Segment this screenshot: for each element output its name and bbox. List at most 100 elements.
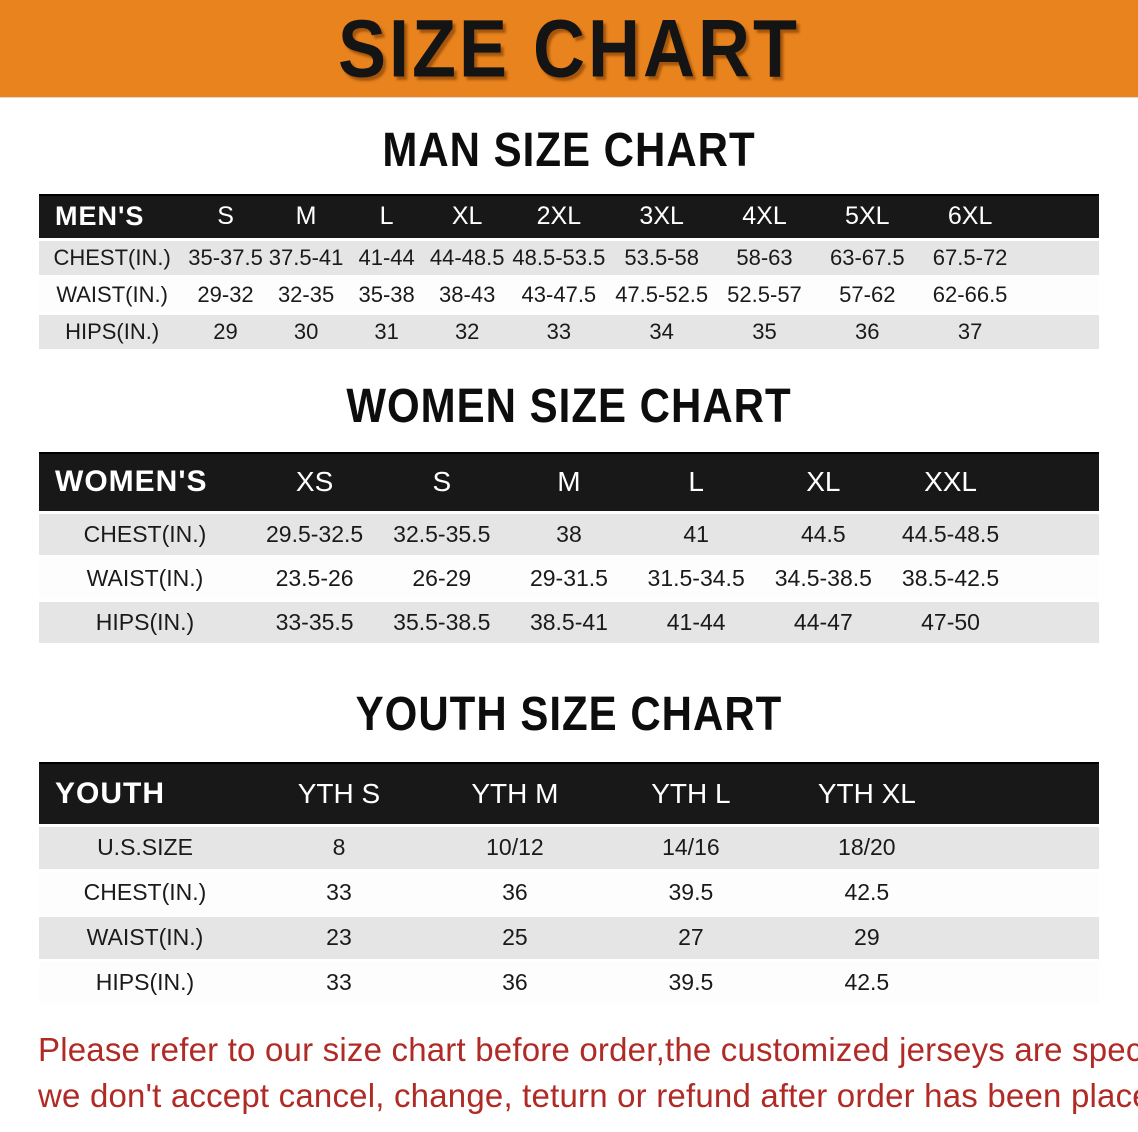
size-value-cell: 53.5-58 [610,239,714,278]
size-value-cell: 37.5-41 [265,239,347,278]
size-value-cell: 43-47.5 [507,276,611,315]
size-column-header: S [185,194,266,241]
size-value-cell: 52.5-57 [713,276,816,315]
size-value-cell: 37 [918,313,1022,352]
size-value-cell: 39.5 [602,960,779,1007]
header-spacer-cell [954,762,1099,827]
table-row: HIPS(IN.) 29 30 31 32 33 34 35 36 37 [39,313,1099,352]
size-value-cell: 31.5-34.5 [632,556,760,602]
size-value-cell: 38-43 [426,276,508,315]
disclaimer: Please refer to our size chart before or… [38,1027,1138,1121]
row-spacer-cell [954,960,1099,1007]
table-header-row: WOMEN'S XS S M L XL XXL [39,451,1099,514]
size-value-cell: 23 [251,915,427,962]
size-value-cell: 14/16 [602,825,779,872]
size-value-cell: 42.5 [778,960,955,1007]
size-value-cell: 27 [602,915,779,962]
size-value-cell: 58-63 [713,239,816,278]
size-value-cell: 8 [251,825,427,872]
row-label: HIPS(IN.) [39,600,251,646]
row-spacer-cell [1021,313,1099,352]
table-title: YOUTH [39,762,251,827]
size-column-header: 6XL [918,194,1022,241]
header-spacer-cell [1014,451,1099,514]
banner: SIZE CHART [0,0,1138,98]
table-row: CHEST(IN.) 29.5-32.5 32.5-35.5 38 41 44.5 44.5… [39,512,1099,558]
row-label: CHEST(IN.) [39,870,251,917]
size-value-cell: 23.5-26 [251,556,379,602]
size-value-cell: 35 [713,313,816,352]
women-size-table: WOMEN'S XS S M L XL XXL CHEST(IN.) 29.5-32.5 32.5… [39,451,1099,646]
row-spacer-cell [1021,239,1099,278]
table-title: MEN'S [39,194,186,241]
size-column-header: 3XL [610,194,714,241]
youth-size-table: YOUTH YTH S YTH M YTH L YTH XL U.S.SIZE 8 10/12… [39,762,1099,1007]
size-value-cell: 62-66.5 [918,276,1022,315]
table-row: CHEST(IN.) 35-37.5 37.5-41 41-44 44-48.5 48.5… [39,239,1099,278]
size-value-cell: 29-31.5 [505,556,633,602]
men-size-table: MEN'S S M L XL 2XL 3XL 4XL 5XL 6XL CHEST(IN.) 35-37… [39,194,1099,352]
row-label: CHEST(IN.) [39,239,186,278]
table-row: HIPS(IN.) 33-35.5 35.5-38.5 38.5-41 41-44 44-… [39,600,1099,646]
size-value-cell: 32-35 [265,276,347,315]
size-value-cell: 41-44 [346,239,427,278]
size-value-cell: 44-47 [759,600,887,646]
table-title: WOMEN'S [39,451,251,514]
row-label: HIPS(IN.) [39,960,251,1007]
size-value-cell: 48.5-53.5 [507,239,611,278]
row-label: HIPS(IN.) [39,313,186,352]
row-spacer-cell [1014,556,1099,602]
size-value-cell: 33 [251,870,427,917]
size-column-header: YTH L [602,762,779,827]
size-value-cell: 39.5 [602,870,779,917]
table-row: U.S.SIZE 8 10/12 14/16 18/20 [39,825,1099,872]
size-value-cell: 10/12 [426,825,603,872]
row-spacer-cell [1021,276,1099,315]
size-value-cell: 36 [426,960,603,1007]
women-size-section: WOMEN SIZE CHART WOMEN'S XS S M L XL XXL CHEST(… [0,378,1138,646]
size-value-cell: 38 [505,512,633,558]
disclaimer-line-2: we don't accept cancel, change, teturn o… [38,1077,1138,1115]
size-value-cell: 29-32 [185,276,266,315]
size-value-cell: 44.5-48.5 [886,512,1015,558]
table-row: WAIST(IN.) 23 25 27 29 [39,915,1099,962]
banner-title: SIZE CHART [338,2,800,95]
table-row: WAIST(IN.) 29-32 32-35 35-38 38-43 43-47.5 47.… [39,276,1099,315]
size-value-cell: 33 [507,313,611,352]
size-column-header: L [632,451,760,514]
table-row: WAIST(IN.) 23.5-26 26-29 29-31.5 31.5-34.5 34… [39,556,1099,602]
size-value-cell: 35-37.5 [185,239,266,278]
size-column-header: 4XL [713,194,816,241]
youth-section-heading-text: YOUTH SIZE CHART [355,686,783,741]
size-value-cell: 26-29 [378,556,506,602]
size-value-cell: 34.5-38.5 [759,556,887,602]
row-label: WAIST(IN.) [39,915,251,962]
size-value-cell: 35.5-38.5 [378,600,506,646]
size-value-cell: 32 [426,313,508,352]
size-value-cell: 36 [426,870,603,917]
row-spacer-cell [954,915,1099,962]
size-value-cell: 30 [265,313,347,352]
size-column-header: YTH M [426,762,603,827]
size-column-header: 5XL [815,194,919,241]
row-label: WAIST(IN.) [39,276,186,315]
size-value-cell: 47.5-52.5 [610,276,714,315]
size-value-cell: 44.5 [759,512,887,558]
size-value-cell: 57-62 [815,276,919,315]
row-spacer-cell [1014,600,1099,646]
size-column-header: XL [759,451,887,514]
size-column-header: XXL [886,451,1015,514]
youth-section-heading: YOUTH SIZE CHART [0,686,1138,740]
table-header-row: YOUTH YTH S YTH M YTH L YTH XL [39,762,1099,827]
size-column-header: XL [426,194,508,241]
size-column-header: XS [251,451,379,514]
size-column-header: M [505,451,633,514]
size-value-cell: 32.5-35.5 [378,512,506,558]
row-spacer-cell [1014,512,1099,558]
size-value-cell: 38.5-42.5 [886,556,1015,602]
size-column-header: YTH XL [778,762,955,827]
youth-size-section: YOUTH SIZE CHART YOUTH YTH S YTH M YTH L YTH… [0,686,1138,1007]
table-row: HIPS(IN.) 33 36 39.5 42.5 [39,960,1099,1007]
table-header-row: MEN'S S M L XL 2XL 3XL 4XL 5XL 6XL [39,194,1099,241]
